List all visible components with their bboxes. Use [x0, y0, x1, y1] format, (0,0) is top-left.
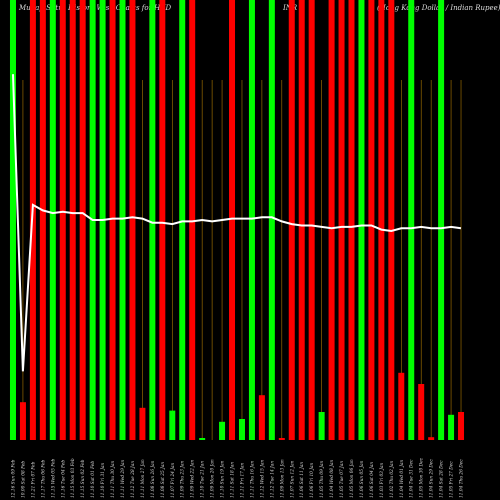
- x-tick-labels: 12.16 Sun 09 Feb 10.00 Sat 08 Feb 11.21 Fr…: [11, 457, 464, 498]
- price-line-group: [12, 74, 462, 372]
- x-tick-label: 11.02 Thu 02 Jan: [390, 460, 395, 498]
- bar-volume: [418, 384, 425, 440]
- x-tick-label: 11.10 Sat 01 Feb: [91, 461, 96, 498]
- x-tick-label: 11.15 Wed 05 Feb: [51, 458, 56, 498]
- bar-tall: [358, 0, 365, 440]
- x-tick-label: 11.11 Sat 18 Jan: [231, 462, 236, 498]
- x-tick-label: 11.06 Fri 10 Jan: [310, 462, 315, 498]
- x-tick-label: 11.06 Sat 11 Jan: [300, 462, 305, 498]
- x-tick-label: 11.11 Fri 17 Jan: [240, 462, 245, 498]
- price-line: [12, 74, 462, 372]
- bar-tall: [248, 0, 255, 440]
- bar-tall: [109, 0, 116, 440]
- x-tick-label: 11.10 Sun 19 Jan: [221, 460, 226, 498]
- x-tick-label: 11.06 Sun 05 Jan: [360, 460, 365, 498]
- x-tick-label: 11.05 Mon 06 Jan: [350, 459, 355, 498]
- bar-tall: [79, 0, 86, 440]
- x-tick-label: 11.10 Fri 31 Jan: [101, 462, 106, 498]
- bar-tall: [189, 0, 196, 440]
- x-tick-label: 11.04 Thu 26 Dec: [460, 459, 465, 498]
- x-tick-label: 11.11 Mon 27 Jan: [141, 459, 146, 498]
- bar-volume: [238, 419, 245, 440]
- x-tick-label: 11.11 Thu 30 Jan: [111, 460, 116, 498]
- bar-tall: [129, 0, 136, 440]
- x-tick-label: 10.00 Sat 08 Feb: [21, 461, 26, 498]
- bar-volume: [278, 438, 285, 440]
- x-tick-label: 11.08 Sun 26 Jan: [151, 460, 156, 498]
- bar-tall: [308, 0, 315, 440]
- x-tick-label: 11.09 Wed 22 Jan: [191, 459, 196, 498]
- x-tick-label: 11.11 Wed 29 Jan: [121, 459, 126, 498]
- x-tick-label: 11.09 Thu 23 Jan: [181, 460, 186, 498]
- bar-tall: [179, 0, 186, 440]
- x-tick-label: 11.05 Fri 27 Dec: [450, 461, 455, 498]
- bar-tall: [69, 0, 76, 440]
- bar-volume: [398, 372, 405, 440]
- x-tick-label: 11.05 Tue 07 Jan: [340, 461, 345, 498]
- x-tick-label: 11.04 Tue 31 Dec: [410, 459, 415, 498]
- bar-volume: [219, 421, 226, 440]
- bar-tall: [368, 0, 375, 440]
- x-tick-label: 11.15 Mon 03 Feb: [71, 458, 76, 498]
- bar-tall: [438, 0, 445, 440]
- bar-volume: [19, 402, 26, 440]
- bar-tall: [348, 0, 355, 440]
- x-tick-label: 11.10 Tue 21 Jan: [201, 461, 206, 498]
- bar-volume: [428, 437, 435, 440]
- bar-volume: [448, 414, 455, 440]
- bar-volume: [458, 412, 465, 440]
- x-tick-label: 11.04 Sun 29 Dec: [430, 459, 435, 498]
- x-tick-label: 11.12 Wed 15 Jan: [260, 459, 265, 498]
- x-tick-label: 11.04 Wed 08 Jan: [330, 459, 335, 498]
- bar-tall: [328, 0, 335, 440]
- bar-volume: [139, 407, 146, 440]
- bar-tall: [378, 0, 385, 440]
- bar-tall: [159, 0, 166, 440]
- x-tick-label: 11.17 Thu 06 Feb: [41, 459, 46, 498]
- x-tick-label: 11.09 Mon 20 Jan: [211, 459, 216, 498]
- bar-tall: [9, 0, 16, 440]
- bar-volume: [258, 395, 265, 440]
- bar-tall: [49, 0, 56, 440]
- x-tick-label: 11.05 Mon 30 Dec: [420, 457, 425, 498]
- bar-volume: [318, 412, 325, 440]
- x-tick-label: 11.08 Sat 25 Jan: [161, 462, 166, 498]
- x-tick-label: 11.15 Sun 02 Feb: [81, 459, 86, 498]
- x-tick-label: 11.03 Fri 03 Jan: [380, 462, 385, 498]
- bar-tall: [288, 0, 295, 440]
- bar-volume: [169, 410, 176, 440]
- x-tick-label: 11.09 Mon 13 Jan: [280, 459, 285, 498]
- x-tick-label: 11.12 Tue 14 Jan: [270, 461, 275, 498]
- bar-tall: [149, 0, 156, 440]
- volume-bars: [9, 0, 465, 440]
- x-tick-label: 11.05 Thu 09 Jan: [320, 460, 325, 498]
- x-tick-label: 11.06 Sat 04 Jan: [370, 462, 375, 498]
- x-tick-label: 11.04 Sat 28 Dec: [440, 460, 445, 498]
- x-tick-label: 11.11 Thu 16 Jan: [250, 460, 255, 498]
- bar-tall: [298, 0, 305, 440]
- bar-tall: [119, 0, 126, 440]
- x-tick-label: 11.07 Fri 24 Jan: [171, 462, 176, 498]
- x-tick-label: 12.16 Sun 09 Feb: [11, 459, 16, 498]
- bar-tall: [268, 0, 275, 440]
- bar-tall: [59, 0, 66, 440]
- bar-tall: [229, 0, 236, 440]
- bar-tall: [408, 0, 415, 440]
- bar-volume: [199, 438, 206, 440]
- bar-tall: [39, 0, 46, 440]
- x-tick-label: 11.21 Fri 07 Feb: [31, 461, 36, 498]
- bar-tall: [388, 0, 395, 440]
- x-tick-label: 11.16 Tue 04 Feb: [61, 460, 66, 498]
- bar-tall: [338, 0, 345, 440]
- x-tick-label: 11.04 Wed 01 Jan: [400, 459, 405, 498]
- x-tick-label: 11.12 Tue 28 Jan: [131, 461, 136, 498]
- x-tick-label: 11.07 Sun 12 Jan: [290, 460, 295, 498]
